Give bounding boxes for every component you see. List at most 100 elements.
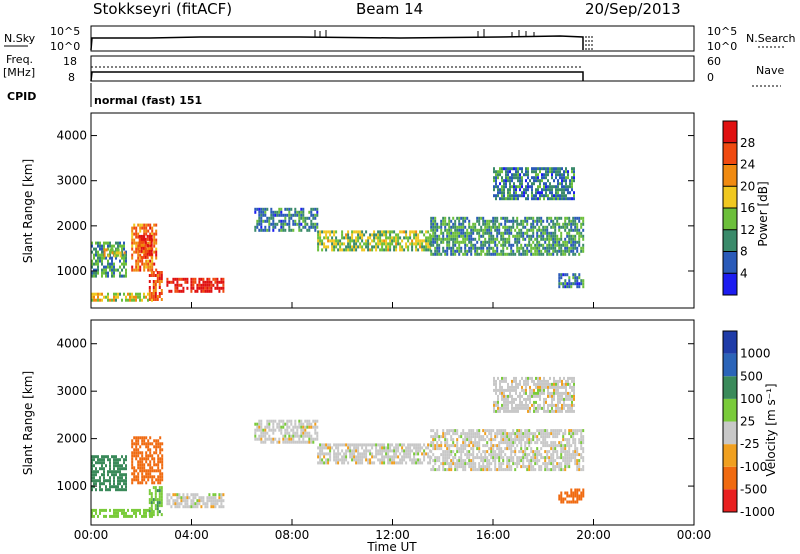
echo-cell bbox=[544, 456, 547, 460]
echo-cell bbox=[524, 441, 527, 445]
echo-cell bbox=[553, 170, 555, 174]
echo-cell bbox=[298, 422, 301, 426]
echo-cell bbox=[580, 491, 583, 495]
echo-cell bbox=[517, 194, 519, 198]
echo-cell bbox=[507, 167, 509, 171]
echo-cell bbox=[567, 406, 569, 410]
echo-cell bbox=[503, 191, 505, 195]
echo-cell bbox=[488, 429, 491, 433]
echo-cell bbox=[154, 295, 157, 298]
echo-cell bbox=[119, 271, 121, 275]
echo-cell bbox=[176, 493, 179, 497]
echo-cell bbox=[578, 228, 581, 232]
echo-cell bbox=[150, 237, 153, 241]
echo-cell bbox=[159, 448, 162, 452]
echo-cell bbox=[548, 456, 551, 460]
echo-cell bbox=[553, 376, 555, 380]
echo-cell bbox=[440, 462, 443, 466]
echo-cell bbox=[572, 234, 575, 238]
echo-cell bbox=[119, 508, 121, 512]
echo-cell bbox=[151, 511, 153, 515]
echo-cell bbox=[123, 262, 125, 266]
echo-cell bbox=[563, 197, 565, 201]
echo-cell bbox=[308, 210, 311, 214]
echo-cell bbox=[432, 222, 435, 226]
echo-cell bbox=[474, 435, 477, 439]
echo-cell bbox=[329, 446, 332, 450]
echo-cell bbox=[519, 179, 521, 183]
echo-cell bbox=[462, 465, 465, 469]
echo-cell bbox=[512, 216, 515, 220]
echo-cell bbox=[556, 450, 559, 454]
echo-cell bbox=[391, 443, 394, 447]
echo-cell bbox=[539, 385, 541, 389]
freq-panel bbox=[90, 55, 695, 82]
echo-cell bbox=[501, 397, 503, 401]
echo-cell bbox=[448, 216, 451, 220]
echo-cell bbox=[337, 242, 340, 246]
echo-cell bbox=[160, 501, 163, 505]
power-ylabel: Slant Range [km] bbox=[21, 159, 35, 263]
echo-cell bbox=[513, 385, 515, 389]
echo-cell bbox=[566, 491, 569, 495]
echo-cell bbox=[355, 443, 358, 447]
echo-cell bbox=[460, 222, 463, 226]
echo-cell bbox=[436, 468, 439, 472]
echo-cell bbox=[536, 252, 539, 256]
echo-cell bbox=[151, 229, 154, 233]
echo-cell bbox=[494, 225, 497, 229]
echo-cell bbox=[115, 268, 117, 272]
echo-cell bbox=[254, 434, 257, 438]
echo-cell bbox=[525, 385, 527, 389]
echo-cell bbox=[137, 478, 140, 482]
echo-cell bbox=[316, 210, 319, 214]
echo-cell bbox=[278, 437, 281, 441]
echo-cell bbox=[511, 185, 513, 189]
echo-cell bbox=[527, 182, 529, 186]
echo-cell bbox=[411, 248, 414, 252]
echo-cell bbox=[456, 468, 459, 472]
echo-cell bbox=[304, 425, 307, 429]
echo-cell bbox=[123, 241, 125, 245]
echo-cell bbox=[555, 188, 557, 192]
echo-cell bbox=[571, 403, 573, 407]
echo-cell bbox=[409, 230, 412, 234]
echo-cell bbox=[450, 231, 453, 235]
echo-cell bbox=[409, 455, 412, 459]
x-tick-label: 00:00 bbox=[677, 528, 712, 542]
echo-cell bbox=[567, 379, 569, 383]
echo-cell bbox=[256, 425, 259, 429]
echo-cell bbox=[580, 447, 583, 451]
echo-cell bbox=[284, 437, 287, 441]
echo-cell bbox=[578, 459, 581, 463]
echo-cell bbox=[432, 444, 435, 448]
echo-cell bbox=[401, 230, 404, 234]
echo-cell bbox=[519, 167, 521, 171]
echo-cell bbox=[578, 234, 581, 238]
echo-cell bbox=[520, 228, 523, 232]
echo-cell bbox=[430, 444, 433, 448]
echo-cell bbox=[387, 458, 390, 462]
echo-cell bbox=[137, 442, 140, 446]
echo-cell bbox=[323, 446, 326, 450]
echo-cell bbox=[506, 444, 509, 448]
echo-cell bbox=[558, 228, 561, 232]
echo-cell bbox=[121, 467, 123, 471]
echo-cell bbox=[569, 197, 571, 201]
echo-cell bbox=[500, 429, 503, 433]
echo-cell bbox=[576, 240, 579, 244]
echo-cell bbox=[327, 458, 330, 462]
echo-cell bbox=[343, 455, 346, 459]
echo-cell bbox=[552, 450, 555, 454]
echo-cell bbox=[131, 454, 134, 458]
echo-cell bbox=[99, 256, 101, 260]
echo-cell bbox=[549, 167, 551, 171]
echo-cell bbox=[478, 429, 481, 433]
echo-cell bbox=[113, 508, 115, 512]
echo-cell bbox=[290, 216, 293, 220]
echo-cell bbox=[262, 228, 265, 232]
echo-cell bbox=[99, 482, 101, 486]
echo-cell bbox=[444, 252, 447, 256]
echo-cell bbox=[561, 409, 563, 413]
echo-cell bbox=[260, 422, 263, 426]
